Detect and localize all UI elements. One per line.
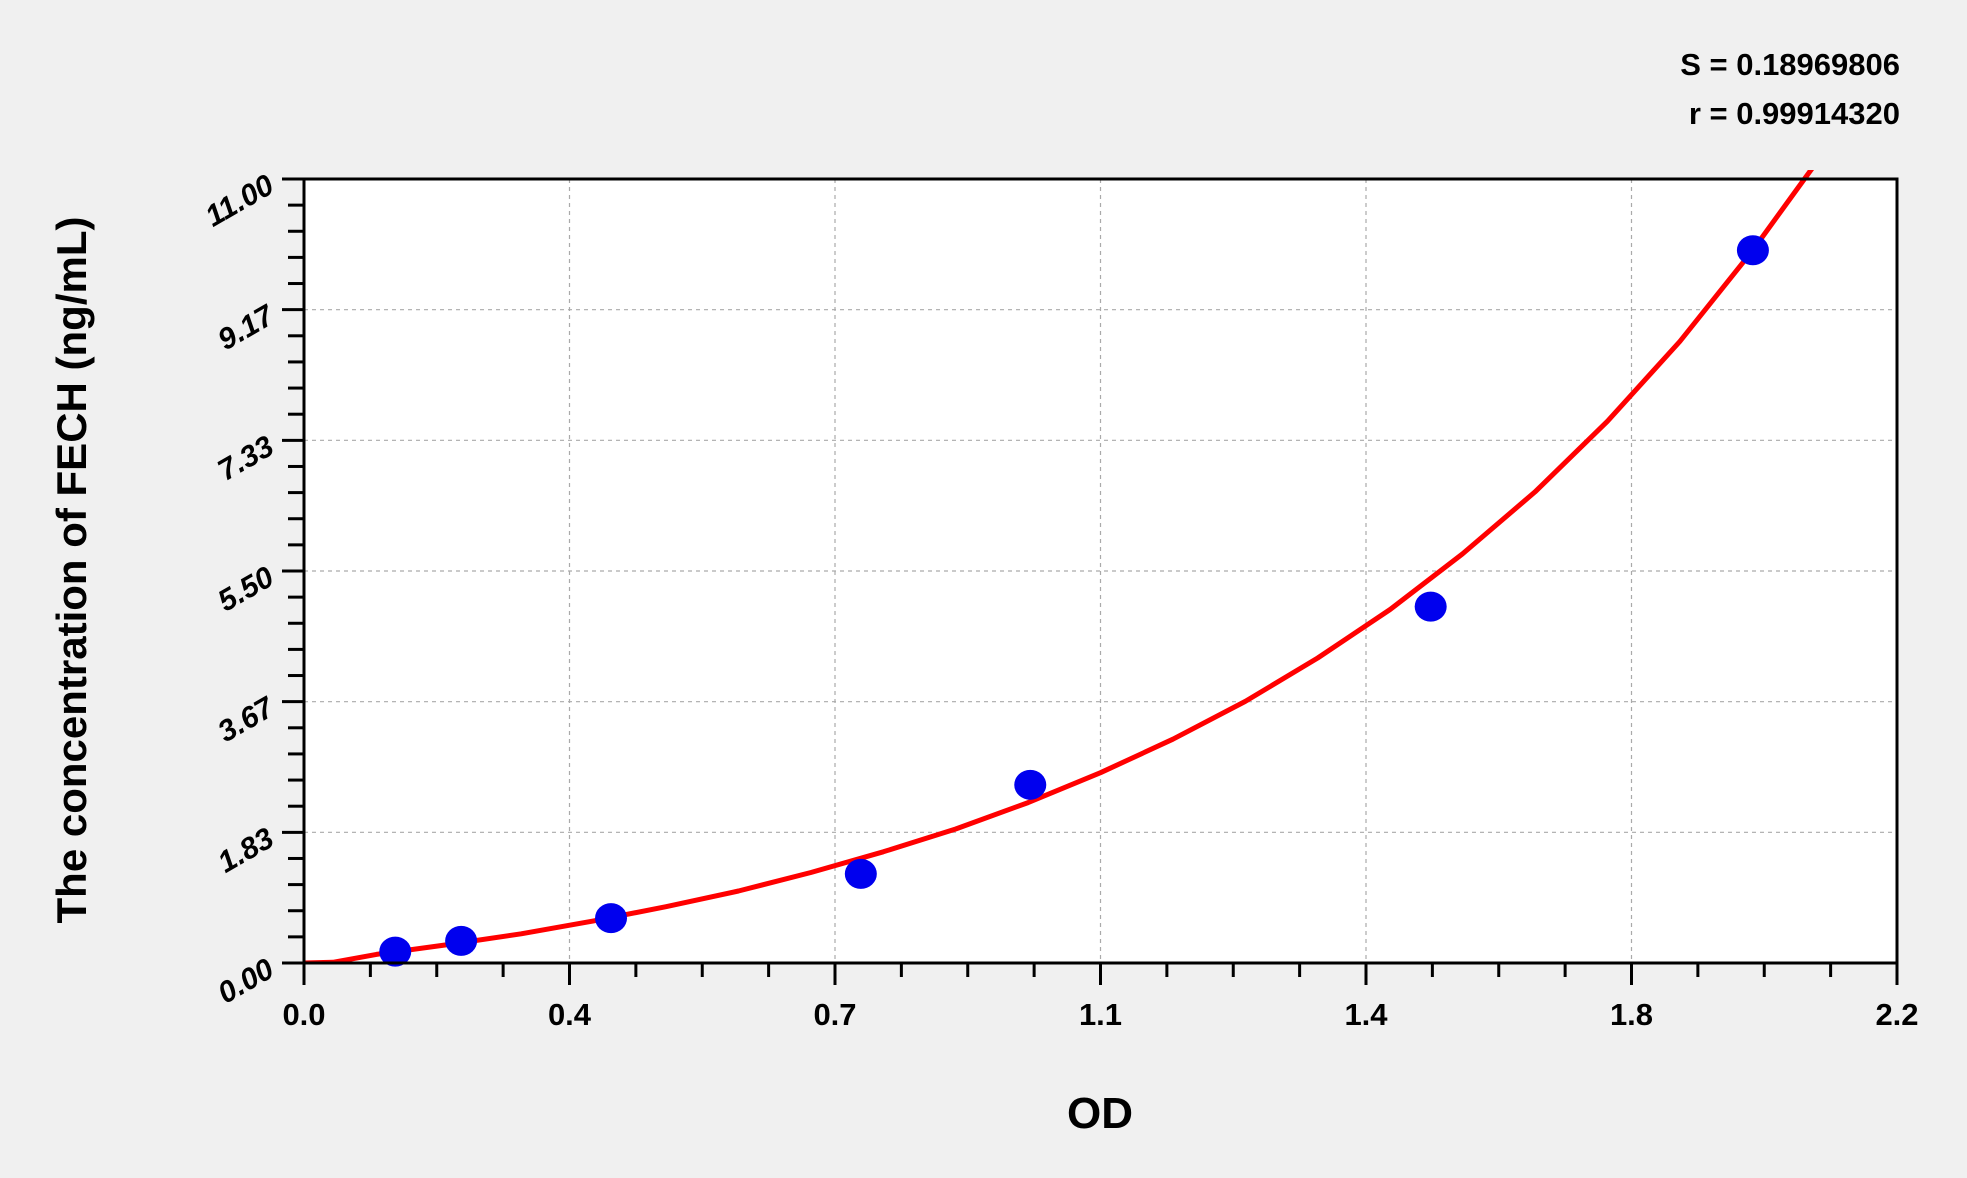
x-tick-label: 0.4: [548, 997, 592, 1032]
grid: [304, 179, 1897, 963]
stat-r: r = 0.99914320: [1689, 96, 1900, 131]
x-tick-label: 1.1: [1079, 997, 1122, 1032]
x-tick-label: 0.0: [282, 997, 325, 1032]
x-tick-label: 2.2: [1875, 997, 1918, 1032]
data-point: [844, 858, 877, 889]
y-tick-label: 7.33: [212, 430, 279, 488]
data-point: [1736, 235, 1769, 266]
y-tick-label: 5.50: [212, 560, 279, 618]
x-tick-label: 1.8: [1610, 997, 1653, 1032]
data-point: [379, 936, 412, 967]
fit-curve-line: [304, 170, 1815, 963]
data-points: [379, 235, 1769, 967]
data-point: [445, 925, 478, 956]
y-tick-label: 0.00: [212, 952, 279, 1010]
x-tick-label: 0.7: [813, 997, 856, 1032]
x-axis-label: OD: [1067, 1089, 1133, 1138]
fit-curve: [304, 170, 1815, 963]
stat-s: S = 0.18969806: [1680, 47, 1900, 82]
y-axis-label: The concentration of FECH (ng/mL): [48, 217, 95, 924]
y-tick-label: 3.67: [212, 690, 280, 748]
y-tick-label: 9.17: [212, 298, 280, 356]
data-point: [595, 903, 628, 934]
y-tick-label: 11.00: [200, 168, 280, 233]
data-point: [1014, 769, 1047, 800]
x-tick-label: 1.4: [1344, 997, 1388, 1032]
data-point: [1414, 591, 1447, 622]
y-tick-label: 1.83: [212, 822, 279, 880]
